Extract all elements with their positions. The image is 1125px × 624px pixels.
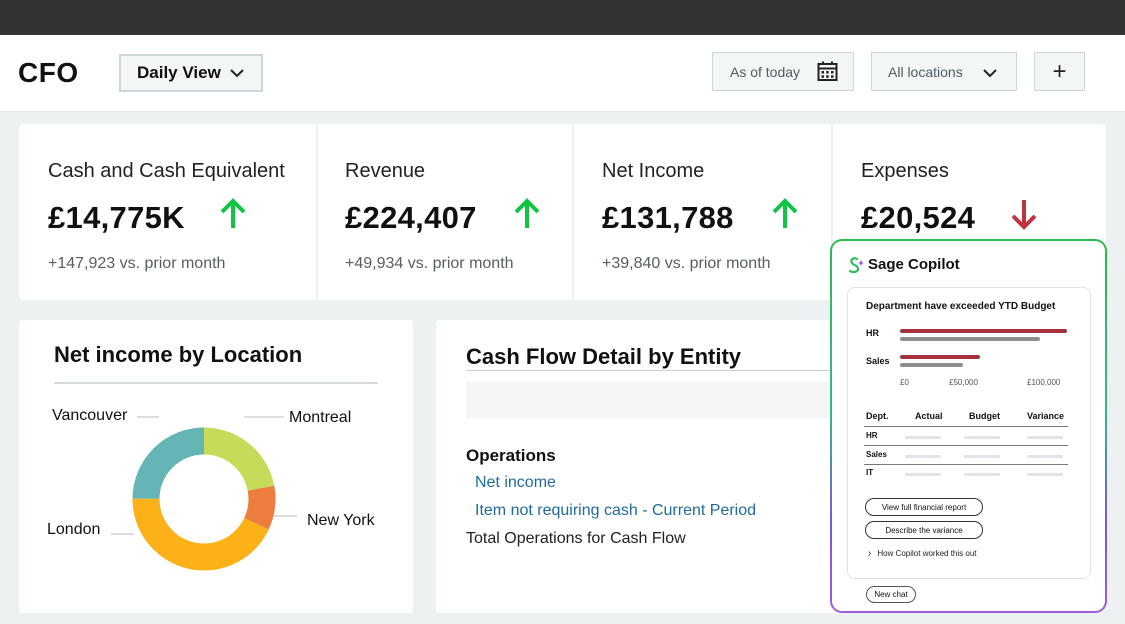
copilot-panel: Sage Copilot Department have exceeded YT… (830, 239, 1107, 613)
arrow-up-icon (514, 198, 540, 235)
sage-copilot-icon (847, 256, 865, 279)
bar-hr-actual (900, 329, 1067, 333)
arrow-up-icon (772, 198, 798, 235)
kpi-card-cash[interactable]: Cash and Cash Equivalent £14,775K +147,9… (48, 124, 316, 300)
kpi-title: Expenses (861, 160, 949, 182)
kpi-title: Revenue (345, 160, 426, 182)
placeholder-cell (1027, 455, 1063, 458)
add-button[interactable]: + (1034, 52, 1085, 91)
non-cash-items-link[interactable]: Item not requiring cash - Current Period (475, 502, 757, 519)
arrow-up-icon (220, 198, 246, 235)
kpi-delta: +147,923 vs. prior month (48, 255, 226, 272)
table-row-hr: HR (866, 431, 878, 440)
kpi-divider (831, 124, 833, 300)
location-dropdown[interactable]: All locations (871, 52, 1017, 91)
calendar-icon (817, 61, 838, 85)
response-heading: Department have exceeded YTD Budget (866, 301, 1056, 312)
legend-label-london: London (47, 521, 101, 538)
table-rule (864, 464, 1068, 465)
card-title: Cash Flow Detail by Entity (466, 344, 742, 369)
kpi-card-revenue[interactable]: Revenue £224,407 +49,934 vs. prior month (345, 124, 573, 300)
page-title: CFO (18, 57, 79, 88)
date-filter-label: As of today (730, 63, 801, 80)
bar-hr-budget (900, 337, 1041, 341)
net-income-link[interactable]: Net income (475, 474, 556, 491)
table-header-dept: Dept. (866, 411, 889, 421)
cash-flow-card: Cash Flow Detail by Entity Operations Ne… (436, 320, 856, 613)
placeholder-cell (905, 436, 941, 439)
total-row-label: Total Operations for Cash Flow (466, 530, 686, 547)
kpi-value: £14,775K (48, 200, 185, 235)
kpi-title: Cash and Cash Equivalent (48, 160, 285, 182)
placeholder-cell (964, 455, 1000, 458)
bar-label-sales: Sales (866, 356, 890, 366)
placeholder-cell (964, 436, 1000, 439)
axis-tick-label: £100,000 (1027, 378, 1061, 387)
table-rule (864, 426, 1068, 427)
describe-variance-button[interactable]: Describe the variance (865, 521, 983, 539)
donut-slice-vancouver[interactable] (132, 427, 276, 571)
top-system-bar (0, 0, 1125, 35)
kpi-delta: +39,840 vs. prior month (602, 255, 771, 272)
kpi-row: Cash and Cash Equivalent £14,775K +147,9… (19, 124, 1106, 300)
how-copilot-label: How Copilot worked this out (877, 549, 977, 558)
divider (54, 382, 378, 384)
kpi-card-expenses[interactable]: Expenses £20,524 (861, 124, 1101, 300)
net-income-card: Net income by Location Vancouver Montrea… (19, 320, 413, 613)
kpi-delta: +49,934 vs. prior month (345, 255, 514, 272)
table-rule (864, 445, 1068, 446)
bar-sales-budget (900, 363, 964, 367)
view-report-button[interactable]: View full financial report (865, 498, 983, 516)
legend-label-montreal: Montreal (289, 409, 352, 426)
table-row-it: IT (866, 468, 874, 477)
table-header-band (466, 382, 856, 418)
placeholder-cell (1027, 436, 1063, 439)
donut-slice-london[interactable] (132, 427, 276, 571)
chevron-right-icon: › (868, 548, 872, 559)
kpi-value: £20,524 (861, 200, 976, 235)
copilot-response-card: Department have exceeded YTD Budget HR S… (847, 287, 1091, 579)
chevron-down-icon (982, 65, 998, 84)
placeholder-cell (905, 473, 941, 476)
donut-slice-new-york[interactable] (132, 427, 276, 571)
kpi-title: Net Income (602, 160, 705, 182)
table-header-budget: Budget (969, 411, 1000, 421)
placeholder-cell (1027, 473, 1063, 476)
table-header-variance: Variance (1027, 411, 1065, 421)
placeholder-cell (964, 473, 1000, 476)
legend-label-vancouver: Vancouver (52, 407, 128, 424)
axis-tick-label: £0 (900, 378, 909, 387)
table-header-actual: Actual (915, 411, 943, 421)
location-dropdown-label: All locations (888, 63, 963, 80)
view-dropdown-label: Daily View (137, 63, 221, 82)
card-title: Net income by Location (54, 342, 303, 367)
kpi-divider (572, 124, 574, 300)
new-chat-button[interactable]: New chat (866, 586, 916, 603)
page-header: CFO Daily View As of today All locations… (0, 35, 1125, 112)
arrow-down-icon (1011, 198, 1037, 235)
divider (466, 370, 856, 371)
legend-label-new-york: New York (307, 512, 375, 529)
donut-chart (111, 416, 297, 571)
placeholder-cell (905, 455, 941, 458)
chevron-down-icon (229, 65, 245, 86)
bar-sales-actual (900, 355, 981, 359)
kpi-value: £224,407 (345, 200, 477, 235)
table-row-sales: Sales (866, 450, 887, 459)
section-heading: Operations (466, 446, 556, 465)
kpi-card-net-income[interactable]: Net Income £131,788 +39,840 vs. prior mo… (602, 124, 832, 300)
axis-tick-label: £50,000 (949, 378, 978, 387)
view-dropdown[interactable]: Daily View (119, 54, 263, 92)
bar-label-hr: HR (866, 328, 879, 338)
how-copilot-worked-link[interactable]: › How Copilot worked this out (868, 548, 977, 559)
copilot-title: Sage Copilot (868, 256, 960, 273)
kpi-value: £131,788 (602, 200, 734, 235)
date-filter-button[interactable]: As of today (712, 52, 854, 91)
kpi-divider (316, 124, 318, 300)
